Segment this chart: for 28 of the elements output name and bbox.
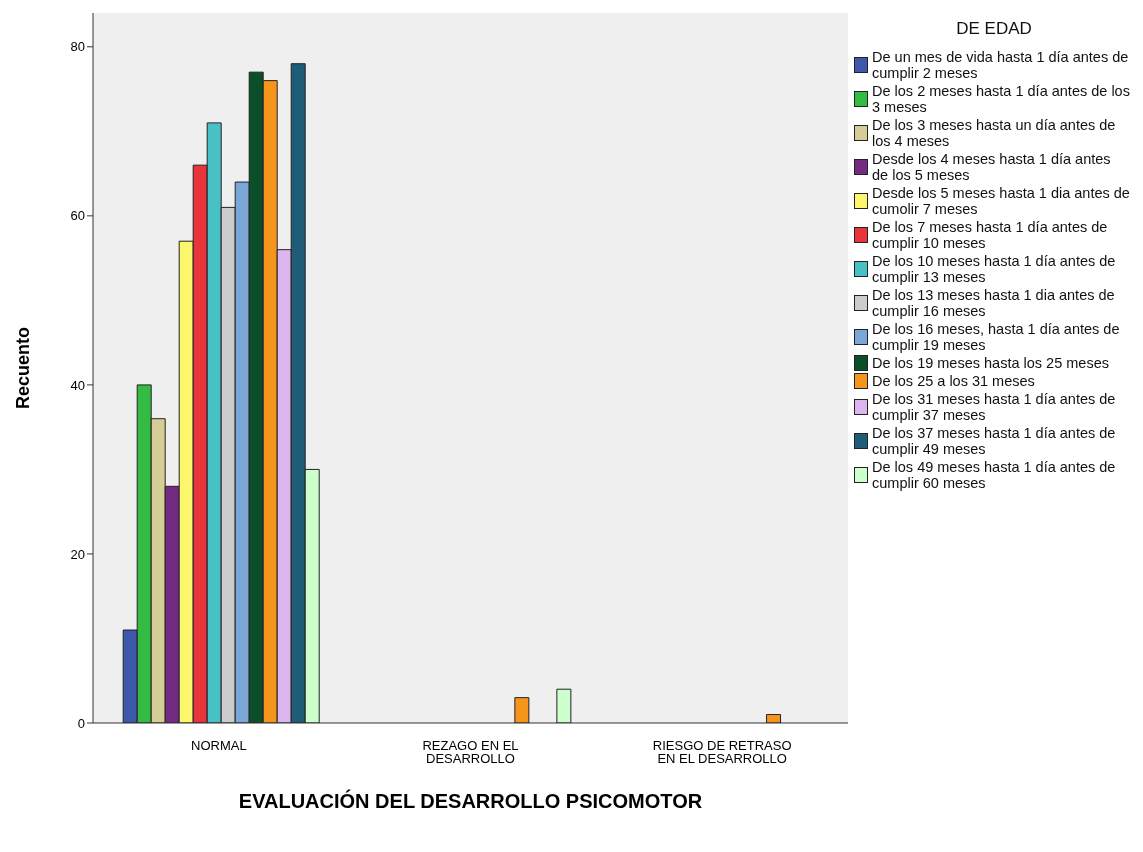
bar [556,688,572,723]
x-tick-label: RIESGO DE RETRASO EN EL DESARROLLO [652,738,792,767]
bar [514,697,530,723]
legend-label: De los 31 meses hasta 1 día antes de cumplir 37 meses [872,391,1117,423]
legend-label: De los 10 meses hasta 1 día antes de cumplir 13 meses [872,253,1117,285]
legend-label: De los 37 meses hasta 1 día antes de cumplir 49 meses [872,425,1117,457]
x-tick-label: REZAGO EN EL DESARROLLO [422,738,519,767]
x-axis-title: EVALUACIÓN DEL DESARROLLO PSICOMOTOR [238,789,703,812]
y-tick-label: 80 [70,39,85,55]
legend-label: De un mes de vida hasta 1 día antes de cumplir 2 meses [872,49,1130,81]
legend-label: De los 19 meses hasta los 25 meses [872,355,1110,371]
legend-label: De los 3 meses hasta un día antes de los 4 meses [872,117,1117,149]
legend-label: Desde los 5 meses hasta 1 dia antes de cumolir 7 meses [872,185,1130,217]
legend-label: De los 25 a los 31 meses [872,373,1036,389]
y-tick-label: 40 [70,377,85,393]
x-tick-label: NORMAL [191,738,247,754]
legend-label: Desde los 4 meses hasta 1 día antes de los 5 meses [872,151,1112,183]
bar [766,714,782,723]
y-tick-label: 20 [70,546,85,562]
legend-label: De los 2 meses hasta 1 día antes de los 3 meses [872,83,1130,115]
legend-label: De los 7 meses hasta 1 día antes de cumplir 10 meses [872,219,1109,251]
legend-label: De los 16 meses, hasta 1 día antes de cumplir 19 meses [872,321,1121,353]
legend-label: De los 49 meses hasta 1 día antes de cumplir 60 meses [872,459,1117,491]
legend-label: De los 13 meses hasta 1 dia antes de cumplir 16 meses [872,287,1116,319]
y-tick-label: 0 [77,715,85,731]
y-axis-title: Recuento [13,326,34,410]
y-tick-label: 60 [70,208,85,224]
legend-title: DE EDAD [955,19,1033,38]
